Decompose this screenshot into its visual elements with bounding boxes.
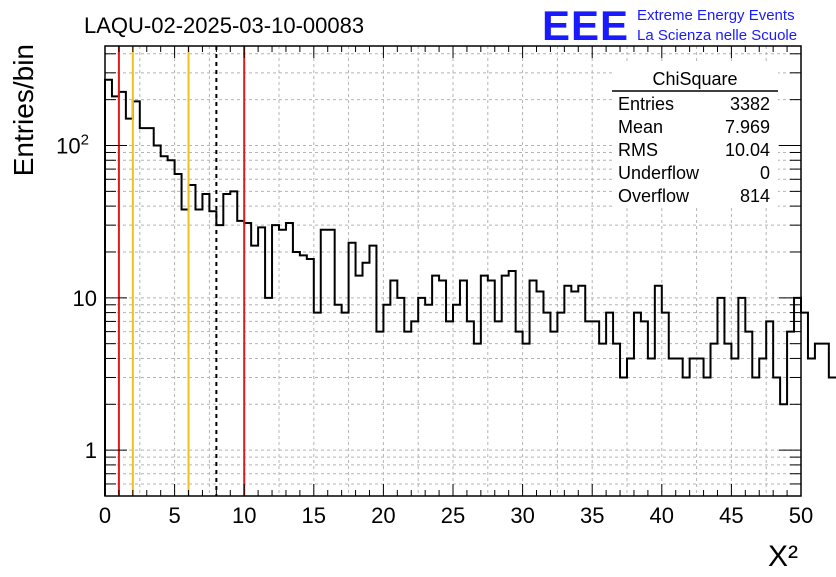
stats-row-label: Overflow — [618, 186, 690, 206]
chart-title: LAQU-02-2025-03-10-00083 — [84, 13, 364, 38]
y-tick-label: 10 — [73, 286, 97, 311]
stats-background — [612, 62, 778, 208]
axis-layer: 0 5 10 15 20 25 30 35 40 45 50 1 10 102 X² — [56, 45, 813, 573]
y-tick-label: 102 — [56, 131, 89, 158]
x-tick-label: 20 — [371, 503, 395, 528]
stats-row-value: 10.04 — [725, 140, 770, 160]
x-tick-label: 45 — [719, 503, 743, 528]
stats-box: ChiSquare Entries 3382 Mean 7.969 RMS 10.04 Und… — [612, 62, 778, 208]
x-tick-label: 25 — [441, 503, 465, 528]
stats-row-value: 0 — [760, 163, 770, 183]
x-axis-label: X² — [768, 540, 798, 572]
x-tick-label: 50 — [789, 503, 813, 528]
vertical-lines-layer — [117, 46, 246, 496]
stats-row-value: 3382 — [730, 94, 770, 114]
stats-row-label: Mean — [618, 117, 663, 137]
x-tick-label: 30 — [510, 503, 534, 528]
grid-layer — [105, 46, 801, 496]
stats-title: ChiSquare — [652, 69, 737, 89]
logo: EEE Extreme Energy Events La Scienza nel… — [542, 2, 797, 49]
stats-row-label: Underflow — [618, 163, 700, 183]
y-tick-label: 1 — [85, 438, 97, 463]
stats-row-value: 814 — [740, 186, 770, 206]
y-axis-label: Entries/bin — [8, 44, 39, 176]
logo-line-2: La Scienza nelle Scuole — [637, 27, 797, 44]
x-tick-label: 40 — [650, 503, 674, 528]
x-tick-label: 10 — [232, 503, 256, 528]
logo-mark: EEE — [542, 2, 629, 49]
x-tick-label: 15 — [302, 503, 326, 528]
logo-line-1: Extreme Energy Events — [637, 7, 795, 24]
x-tick-label: 5 — [168, 503, 180, 528]
x-tick-label: 35 — [580, 503, 604, 528]
stats-row-label: Entries — [618, 94, 674, 114]
stats-row-label: RMS — [618, 140, 658, 160]
stats-row-value: 7.969 — [725, 117, 770, 137]
x-tick-label: 0 — [99, 503, 111, 528]
